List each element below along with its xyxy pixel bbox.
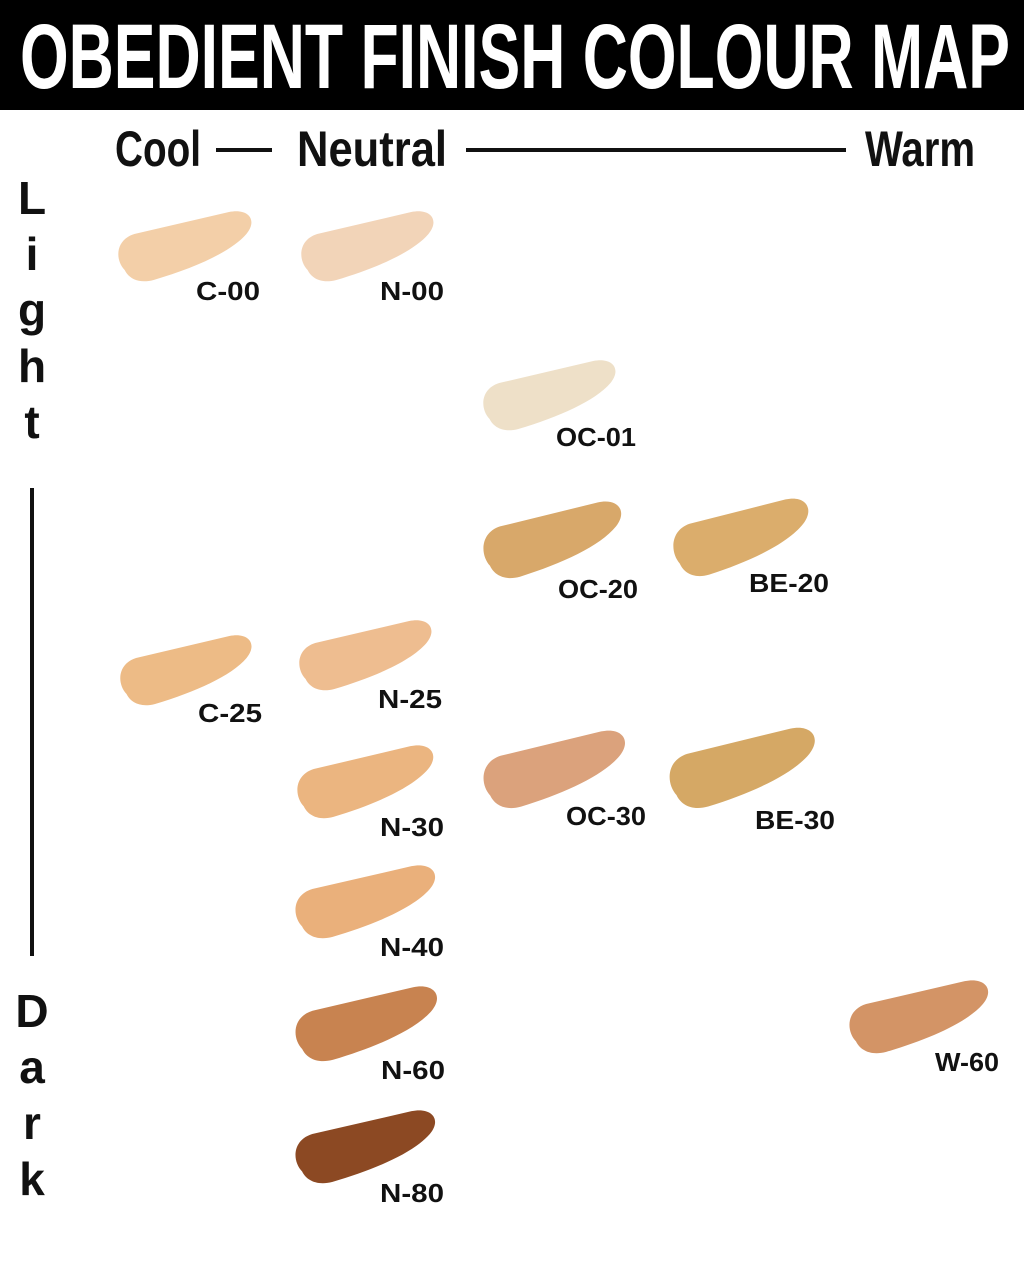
swatch-label: N-80	[380, 1178, 444, 1208]
swatch	[849, 980, 989, 1054]
swatch	[483, 360, 616, 431]
swatch-label: BE-20	[749, 568, 829, 598]
swatch-label: N-25	[378, 684, 442, 714]
swatch	[295, 865, 436, 939]
axis-label: Light	[6, 172, 58, 452]
axis-label: Cool	[115, 121, 201, 177]
header-bar	[0, 0, 1024, 110]
swatch-label: BE-30	[755, 805, 835, 835]
swatch	[483, 730, 626, 809]
swatch-label: N-40	[380, 932, 444, 962]
swatch	[120, 635, 252, 706]
axis-label: Dark	[6, 985, 58, 1209]
axis-label: Warm	[865, 121, 975, 177]
swatch	[297, 745, 434, 819]
axis-label: Neutral	[297, 121, 447, 177]
swatches: C-00 N-00 OC-01 OC-20 BE-20 C-25 N-25 N-30 OC-30…	[118, 211, 999, 1208]
swatch	[301, 211, 434, 282]
swatch-label: W-60	[935, 1047, 999, 1077]
swatch	[118, 211, 252, 282]
swatch	[295, 986, 438, 1062]
swatch-label: OC-20	[558, 574, 638, 604]
swatch-label: OC-01	[556, 422, 636, 452]
swatch-label: C-25	[198, 698, 262, 728]
swatch-label: N-00	[380, 276, 444, 306]
swatch	[295, 1110, 436, 1184]
swatch	[673, 498, 809, 577]
swatch-label: N-30	[380, 812, 444, 842]
title: OBEDIENT FINISH COLOUR MAP	[20, 6, 1010, 108]
swatch-label: OC-30	[566, 801, 646, 831]
swatch	[669, 727, 815, 809]
swatch	[483, 501, 622, 579]
swatch	[299, 620, 432, 691]
swatch-label: C-00	[196, 276, 260, 306]
swatch-label: N-60	[381, 1055, 445, 1085]
